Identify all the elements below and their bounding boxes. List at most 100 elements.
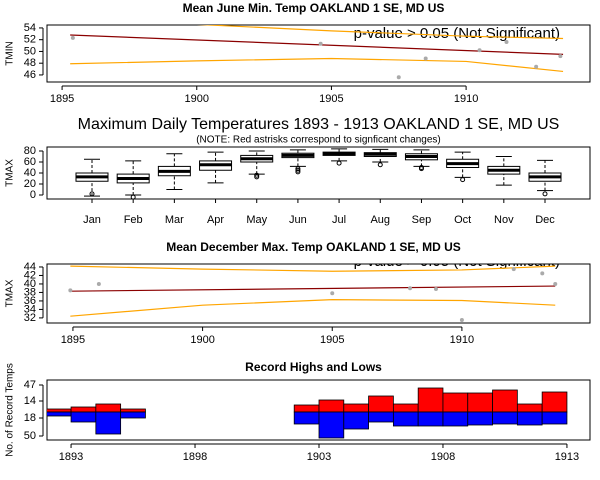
bar [293,411,320,425]
bar [70,406,97,413]
y-tick-label: 20 [24,178,36,190]
x-tick-label: 1910 [454,93,478,105]
x-tick-label: Apr [207,214,224,226]
y-tick-label: 48 [24,57,36,69]
point [534,64,539,69]
panel: Maximum Daily Temperatures 1893 - 1913 O… [5,116,591,226]
x-tick-label: 1898 [183,451,207,463]
y-tick-label: 0 [30,189,36,201]
point [540,271,545,276]
panel: Mean June Min. Temp OAKLAND 1 SE, MD US T… [5,1,591,105]
bar [343,403,369,413]
y-tick-label: 36 [24,295,36,307]
outlier [295,167,301,173]
chart-title: Mean December Max. Temp OAKLAND 1 SE, MD… [166,240,461,254]
x-tick-label: 1910 [450,334,474,346]
outlier [336,160,342,166]
point [330,291,335,296]
x-tick-label: 1905 [320,334,344,346]
point [408,286,413,291]
y-axis-title: TMAX [5,159,16,187]
y-tick-label: 14 [24,395,36,407]
point [318,41,323,46]
point [433,287,438,292]
bar [95,403,122,413]
outlier [130,194,136,199]
point [423,56,428,61]
y-tick-label: 38 [24,286,36,298]
x-tick-label: 1908 [431,451,455,463]
plot-frame [46,146,591,200]
x-tick-label: Nov [494,214,514,226]
y-tick-label: 42 [24,269,36,281]
bar [392,403,419,413]
fit-line [70,299,556,317]
x-tick-label: Jun [289,214,307,226]
bar [541,411,568,425]
y-tick-label: 80 [24,145,36,157]
bar [442,411,469,427]
y-tick-label: 50 [24,45,36,57]
plot-area [75,148,562,199]
point [553,281,558,286]
point [511,267,516,272]
y-tick-label: 40 [24,278,36,290]
bar [516,403,543,413]
y-tick-label: 40 [24,167,36,179]
panel: Mean December Max. Temp OAKLAND 1 SE, MD… [5,240,591,346]
outlier [89,191,95,197]
bar [417,411,444,427]
bar [467,392,493,413]
chart-title: Maximum Daily Temperatures 1893 - 1913 O… [78,116,560,133]
bar [392,411,419,427]
plot-area: p-value > 0.05 (Not Significant) [70,25,564,80]
x-tick-label: 1895 [61,334,85,346]
plot-frame [46,24,591,83]
y-tick-label: 18 [24,412,36,424]
fit-line [196,25,564,40]
bar [492,389,518,413]
x-tick-label: Oct [454,214,471,226]
plot-area: p-value > 0.05 (Not Significant) [68,253,560,323]
plot-area [47,387,568,439]
y-tick-label: 44 [24,261,36,273]
bar [467,411,493,426]
point [68,288,73,293]
point [459,318,464,323]
x-tick-label: Mar [165,214,184,226]
bar [343,411,369,430]
x-tick-label: 1895 [50,93,74,105]
y-tick-label: 50 [24,430,36,442]
x-tick-label: Dec [535,214,555,226]
bar [541,391,568,413]
bar [318,399,345,413]
y-tick-label: 47 [24,379,36,391]
outlier [254,174,260,180]
outlier [295,169,301,175]
point [504,40,509,45]
chart-title: Record Highs and Lows [245,360,382,374]
outlier [377,162,383,168]
y-axis-title: TMAX [5,279,16,307]
bar [47,411,72,417]
bar [318,411,345,439]
outlier [295,166,301,172]
bar [47,408,72,413]
x-tick-label: Sep [412,214,432,226]
chart-subtitle: (NOTE: Red astrisks correspond to signfi… [196,135,441,146]
x-tick-label: 1903 [307,451,331,463]
y-tick-label: 54 [24,22,36,34]
point [558,54,563,59]
fit-line [70,285,556,292]
bar [442,392,469,413]
point [396,75,401,80]
bar [516,411,543,426]
point [70,35,75,40]
point [96,281,101,286]
outlier [460,177,466,183]
annotation: p-value > 0.05 (Not Significant) [354,253,560,270]
fit-line [70,57,564,73]
x-tick-label: Jan [83,214,101,226]
plot-frame [46,263,591,324]
